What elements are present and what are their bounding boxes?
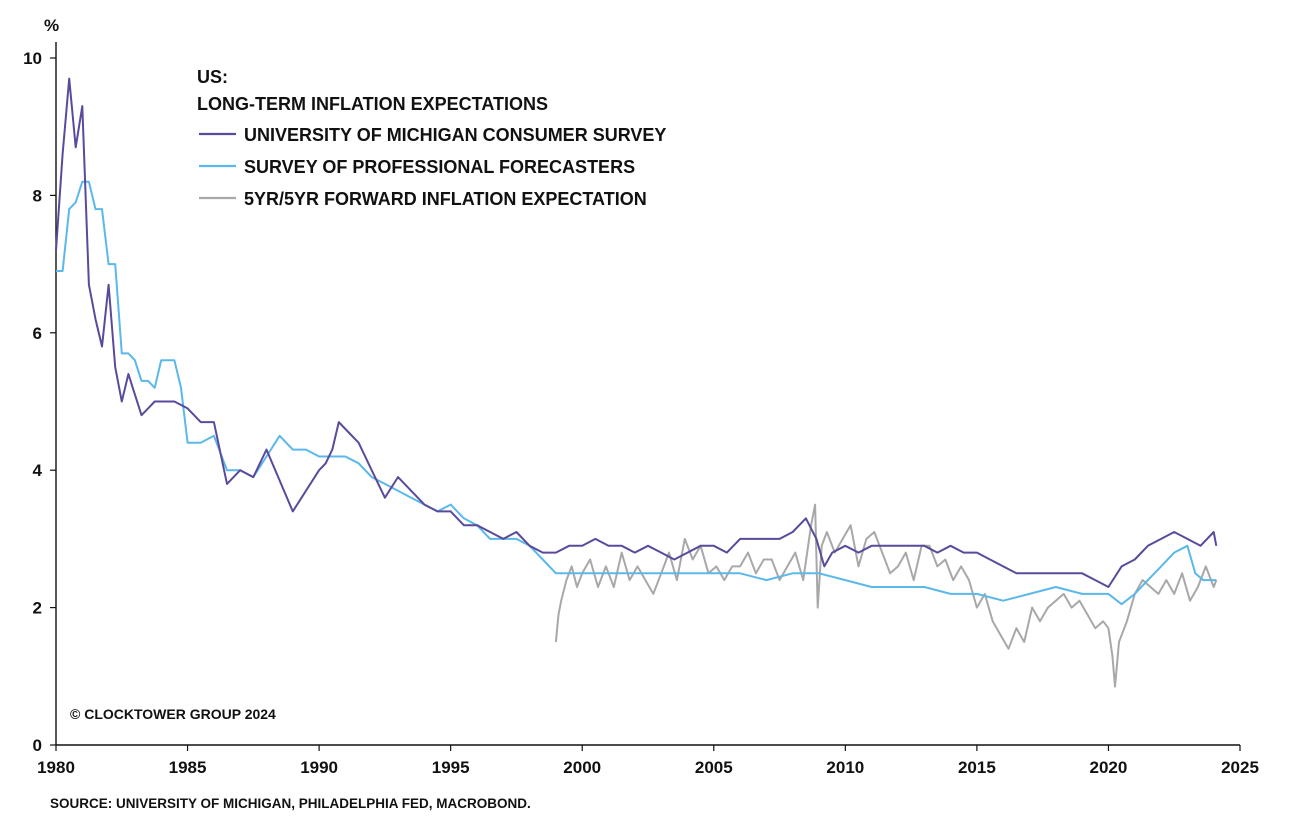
x-ticks: 1980 1985 1990 1995 2000 2005 2010 2015 2020 2025 — [37, 745, 1259, 777]
series-line-michigan — [55, 77, 1218, 588]
x-tick-label-2020: 2020 — [1090, 758, 1128, 777]
source-note: SOURCE: UNIVERSITY OF MICHIGAN, PHILADEL… — [50, 796, 531, 811]
chart-title-line2: LONG-TERM INFLATION EXPECTATIONS — [197, 94, 548, 114]
y-ticks: 0 2 4 6 8 10 — [23, 49, 56, 755]
y-tick-label-10: 10 — [23, 49, 42, 68]
y-tick-label-4: 4 — [33, 461, 43, 480]
x-tick-label-2025: 2025 — [1221, 758, 1259, 777]
chart-title-line1: US: — [197, 67, 228, 87]
axes — [55, 42, 1240, 746]
y-tick-label-6: 6 — [33, 324, 42, 343]
legend-label-spf: SURVEY OF PROFESSIONAL FORECASTERS — [244, 157, 635, 177]
x-tick-label-1990: 1990 — [300, 758, 338, 777]
y-tick-label-0: 0 — [33, 736, 42, 755]
x-tick-label-1985: 1985 — [169, 758, 207, 777]
legend-label-5y5y: 5YR/5YR FORWARD INFLATION EXPECTATION — [244, 189, 647, 209]
legend-label-michigan: UNIVERSITY OF MICHIGAN CONSUMER SURVEY — [244, 125, 666, 145]
x-tick-label-2000: 2000 — [563, 758, 601, 777]
y-tick-label-2: 2 — [33, 599, 42, 618]
series-line-5y5y — [554, 503, 1218, 688]
y-axis-label: % — [44, 16, 59, 35]
x-tick-label-2015: 2015 — [958, 758, 996, 777]
x-tick-label-2010: 2010 — [826, 758, 864, 777]
y-tick-label-8: 8 — [33, 186, 42, 205]
x-tick-label-1995: 1995 — [432, 758, 470, 777]
copyright-note: © CLOCKTOWER GROUP 2024 — [70, 706, 276, 722]
series-group — [55, 77, 1218, 688]
legend: US: LONG-TERM INFLATION EXPECTATIONS UNI… — [197, 67, 666, 209]
x-tick-label-1980: 1980 — [37, 758, 75, 777]
series-line-spf — [56, 180, 1217, 606]
x-tick-label-2005: 2005 — [695, 758, 733, 777]
